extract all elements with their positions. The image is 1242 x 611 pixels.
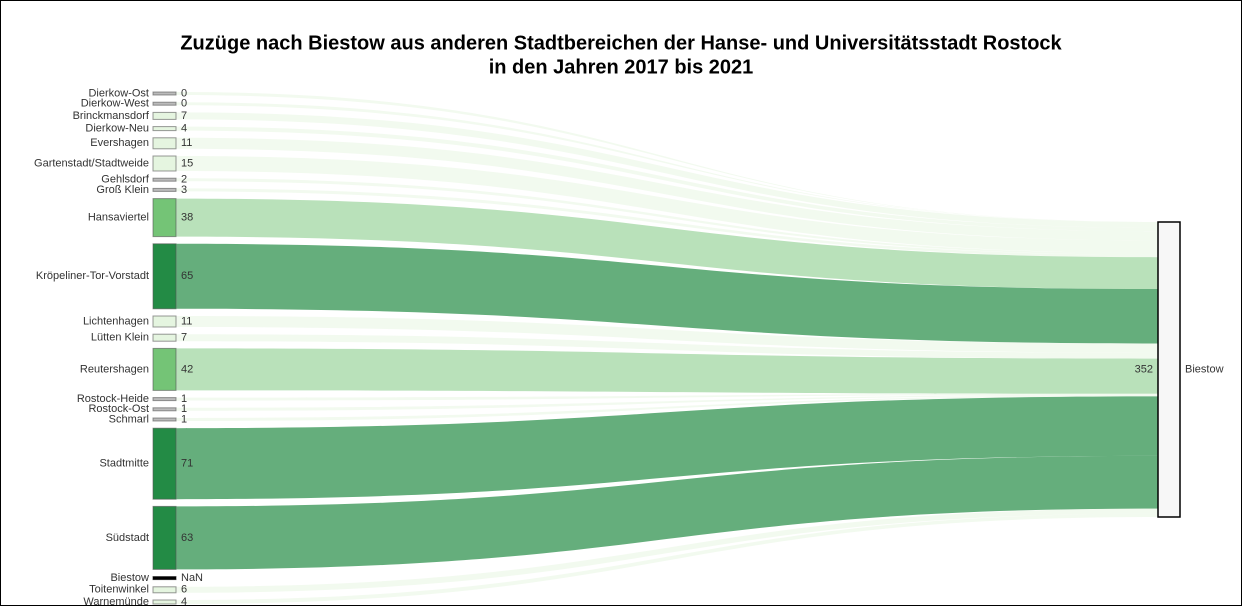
source-label: Schmarl — [109, 413, 149, 425]
link — [176, 188, 1158, 258]
link — [176, 395, 1158, 421]
source-node — [152, 407, 177, 412]
link — [176, 455, 1158, 570]
value-label: 6 — [181, 584, 187, 596]
source-node — [152, 347, 177, 391]
link — [176, 126, 1158, 232]
link — [176, 393, 1158, 401]
source-label: Reutershagen — [80, 363, 149, 375]
source-label: Kröpeliner-Tor-Vorstadt — [36, 270, 149, 282]
value-label: 0 — [181, 98, 187, 110]
source-node — [152, 586, 177, 594]
source-label: Gehlsdorf — [101, 174, 150, 186]
link — [176, 112, 1158, 228]
source-node — [152, 427, 177, 500]
source-node — [152, 91, 177, 96]
source-label: Evershagen — [90, 137, 149, 149]
link — [176, 92, 1158, 222]
source-label: Rostock-Ost — [88, 403, 149, 415]
source-node — [152, 126, 177, 132]
value-label: NaN — [181, 572, 203, 584]
link — [176, 178, 1158, 255]
source-label: Groß Klein — [96, 184, 149, 196]
source-node — [152, 177, 177, 182]
source-label: Dierkow-Neu — [85, 123, 149, 135]
value-label: 1 — [181, 393, 187, 405]
link — [176, 137, 1158, 241]
source-node — [152, 155, 177, 172]
value-label: 65 — [181, 270, 193, 282]
value-label: 4 — [181, 596, 187, 606]
source-node — [152, 111, 177, 120]
source-node — [152, 137, 177, 150]
source-label: Gartenstadt/Stadtweide — [34, 157, 149, 169]
source-label: Rostock-Heide — [77, 393, 149, 405]
link — [176, 396, 1158, 500]
source-node — [152, 333, 177, 342]
value-label: 11 — [181, 315, 192, 327]
link — [176, 316, 1158, 353]
source-node — [152, 315, 177, 328]
value-label: 7 — [181, 110, 187, 122]
source-label: Dierkow-Ost — [88, 87, 149, 99]
value-label: 4 — [181, 123, 187, 135]
value-label: 2 — [181, 174, 187, 186]
link — [176, 513, 1158, 604]
source-label: Toitenwinkel — [89, 584, 149, 596]
source-node — [152, 599, 177, 605]
source-label: Brinckmansdorf — [73, 110, 150, 122]
link — [176, 156, 1158, 254]
source-label: Biestow — [110, 572, 149, 584]
value-label: 42 — [181, 363, 193, 375]
source-label: Hansaviertel — [88, 212, 149, 224]
source-node — [152, 417, 177, 422]
link — [176, 102, 1158, 222]
value-label: 1 — [181, 413, 187, 425]
source-label: Dierkow-West — [81, 98, 149, 110]
value-label: 0 — [181, 87, 187, 99]
value-label: 1 — [181, 403, 187, 415]
target-node — [1157, 221, 1181, 518]
source-label: Stadtmitte — [99, 458, 149, 470]
source-node — [152, 576, 177, 581]
link — [176, 334, 1158, 359]
link — [176, 198, 1158, 290]
value-label: 71 — [181, 458, 193, 470]
source-node — [152, 198, 177, 238]
source-node — [152, 243, 177, 310]
source-label: Südstadt — [106, 532, 149, 544]
link — [176, 348, 1158, 394]
link — [176, 508, 1158, 593]
value-label: 63 — [181, 532, 193, 544]
source-label: Lütten Klein — [91, 332, 149, 344]
value-label: 15 — [181, 157, 193, 169]
value-label: 38 — [181, 212, 193, 224]
source-label: Warnemünde — [83, 596, 149, 606]
link — [176, 394, 1158, 411]
source-label: Lichtenhagen — [83, 315, 149, 327]
value-label: 7 — [181, 332, 187, 344]
target-value: 352 — [1135, 363, 1153, 375]
target-label: Biestow — [1185, 363, 1224, 375]
link — [176, 243, 1158, 344]
source-node — [152, 397, 177, 402]
value-label: 3 — [181, 184, 187, 196]
source-node — [152, 187, 177, 192]
source-node — [152, 505, 177, 570]
source-node — [152, 101, 177, 106]
chart-title: Zuzüge nach Biestow aus anderen Stadtber… — [180, 32, 1062, 54]
chart-title: in den Jahren 2017 bis 2021 — [489, 56, 754, 78]
value-label: 11 — [181, 137, 192, 149]
